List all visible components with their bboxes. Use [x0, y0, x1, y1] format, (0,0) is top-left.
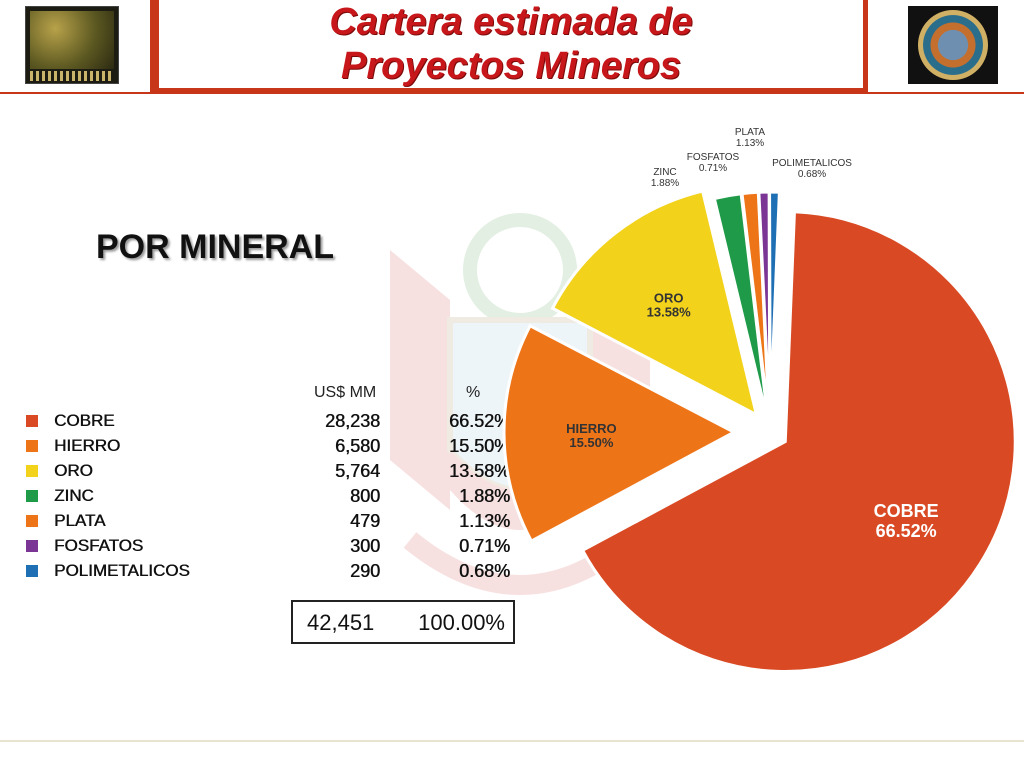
left-logo: [0, 0, 150, 92]
usd-value: 290: [349, 561, 380, 581]
legend-swatch: [26, 515, 38, 527]
pie-slice-polimetalicos: [768, 190, 781, 423]
percent-value: 13.58%: [448, 461, 510, 481]
legend-swatch: [26, 440, 38, 452]
usd-value: 28,238: [324, 411, 380, 431]
mineral-name: ZINC: [54, 486, 94, 505]
slice-label-percent: 1.13%: [736, 138, 764, 149]
table-row: COBRE 28,238 66.52%: [0, 410, 540, 435]
table-row: HIERRO 6,580 15.50%: [0, 435, 540, 460]
seal-emblem-icon: [908, 6, 998, 84]
footer-divider: [0, 740, 1024, 742]
table-row: PLATA 479 1.13%: [0, 510, 540, 535]
percent-value: 15.50%: [448, 436, 510, 456]
legend-swatch: [26, 490, 38, 502]
legend-swatch: [26, 415, 38, 427]
usd-value: 800: [349, 486, 380, 506]
right-logo: [868, 0, 1024, 92]
slice-label-name: POLIMETALICOS: [772, 158, 852, 169]
usd-value: 300: [349, 536, 380, 556]
title-line-2: Proyectos Mineros: [341, 45, 681, 87]
data-table: US$ MM % COBRE 28,238 66.52% HIERRO 6,580 15.…: [0, 380, 540, 660]
mineral-name: ORO: [54, 461, 93, 480]
table-row: FOSFATOS 300 0.71%: [0, 535, 540, 560]
slice-label-name: COBRE: [874, 501, 939, 521]
percent-value: 1.88%: [458, 486, 510, 506]
slice-label-percent: 66.52%: [876, 521, 937, 541]
table-row: ORO 5,764 13.58%: [0, 460, 540, 485]
textile-artwork-icon: [25, 6, 119, 84]
mineral-name: HIERRO: [54, 436, 121, 455]
title-box: Cartera estimada de Proyectos Mineros: [156, 0, 866, 91]
header-bar: Cartera estimada de Proyectos Mineros: [0, 0, 1024, 94]
title-line-1: Cartera estimada de: [329, 1, 693, 43]
legend-swatch: [26, 540, 38, 552]
total-percent: 100.00%: [418, 610, 505, 635]
percent-value: 0.71%: [458, 536, 510, 556]
mineral-name: COBRE: [54, 411, 115, 430]
slice-label-name: HIERRO: [566, 421, 617, 436]
mineral-name: PLATA: [54, 511, 106, 530]
chart-subtitle: POR MINERAL: [96, 228, 334, 266]
mineral-name: POLIMETALICOS: [54, 561, 190, 580]
total-box: 42,451 100.00%: [291, 600, 515, 644]
usd-value: 479: [349, 511, 380, 531]
slice-label-percent: 13.58%: [647, 304, 692, 319]
pie-slice-hierro: [502, 323, 738, 544]
percent-value: 66.52%: [448, 411, 510, 431]
slice-label-percent: 0.68%: [798, 169, 826, 180]
column-header-usd: US$ MM: [314, 384, 377, 401]
legend-swatch: [26, 565, 38, 577]
table-row: POLIMETALICOS 290 0.68%: [0, 560, 540, 585]
usd-value: 5,764: [334, 461, 380, 481]
slice-label-name: PLATA: [735, 127, 766, 138]
pie-slice-cobre: [580, 210, 1017, 674]
percent-value: 1.13%: [458, 511, 510, 531]
slice-label-percent: 0.71%: [699, 163, 727, 174]
legend-swatch: [26, 465, 38, 477]
total-value: 42,451: [307, 610, 375, 635]
slice-label-name: ORO: [654, 290, 684, 305]
slice-label-name: ZINC: [653, 167, 676, 178]
percent-value: 0.68%: [458, 561, 510, 581]
slice-label-percent: 1.88%: [651, 178, 679, 189]
usd-value: 6,580: [334, 436, 380, 456]
slice-label-name: FOSFATOS: [687, 152, 740, 163]
pie-slice-oro: [550, 189, 759, 418]
mineral-name: FOSFATOS: [54, 536, 144, 555]
slice-label-percent: 15.50%: [569, 435, 614, 450]
table-row: ZINC 800 1.88%: [0, 485, 540, 510]
column-header-pct: %: [466, 384, 481, 401]
